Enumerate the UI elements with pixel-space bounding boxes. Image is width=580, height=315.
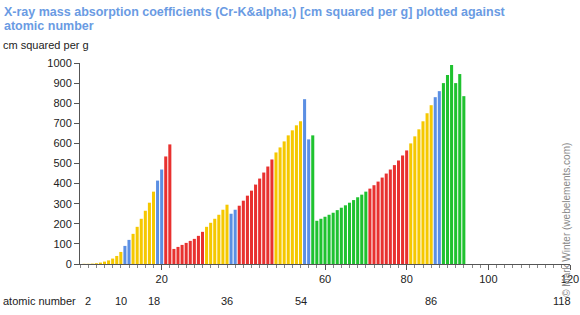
svg-text:86: 86 [425,295,437,307]
svg-text:80: 80 [401,273,413,285]
svg-text:54: 54 [295,295,307,307]
svg-text:atomic number: atomic number [3,295,76,307]
html-text:X-ray mass absorption coeffici: X-ray mass absorption coefficients (Cr-K… [4,5,505,33]
svg-text:120: 120 [561,273,579,285]
svg-text:cm squared per g: cm squared per g [3,39,89,51]
svg-text:100: 100 [479,273,497,285]
svg-text:800: 800 [53,97,71,109]
svg-text:118: 118 [553,295,571,307]
svg-text:600: 600 [53,137,71,149]
svg-text:0: 0 [66,258,72,270]
svg-text:700: 700 [53,117,71,129]
svg-text:20: 20 [156,273,168,285]
svg-text:60: 60 [319,273,331,285]
svg-text:500: 500 [53,157,71,169]
svg-text:1000: 1000 [47,57,71,69]
svg-text:300: 300 [53,198,71,210]
svg-text:100: 100 [53,238,71,250]
svg-text:900: 900 [53,77,71,89]
svg-text:© Mark Winter (webelements.com: © Mark Winter (webelements.com) [561,143,572,297]
svg-text:10: 10 [115,295,127,307]
svg-text:18: 18 [148,295,160,307]
svg-text:400: 400 [53,177,71,189]
svg-text:200: 200 [53,218,71,230]
svg-text:2: 2 [85,295,91,307]
svg-text:36: 36 [221,295,233,307]
